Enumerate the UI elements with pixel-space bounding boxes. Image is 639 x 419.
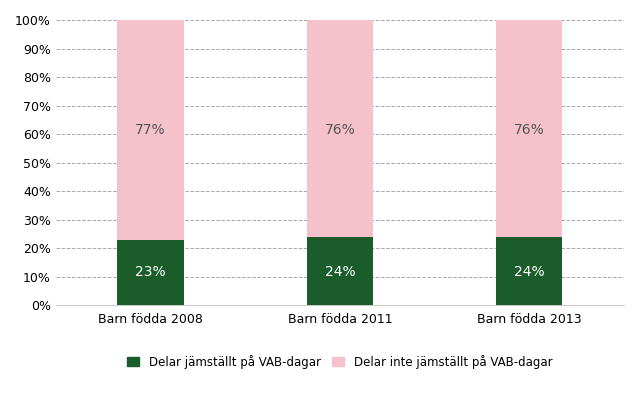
Text: 76%: 76% xyxy=(514,123,544,137)
Text: 23%: 23% xyxy=(135,265,166,279)
Bar xyxy=(496,20,562,237)
Text: 24%: 24% xyxy=(325,265,355,279)
Text: 76%: 76% xyxy=(325,123,355,137)
Text: 24%: 24% xyxy=(514,265,544,279)
Legend: Delar jämställt på VAB-dagar, Delar inte jämställt på VAB-dagar: Delar jämställt på VAB-dagar, Delar inte… xyxy=(123,350,557,373)
Bar xyxy=(307,237,373,305)
Bar xyxy=(496,237,562,305)
Bar xyxy=(118,20,183,240)
Bar xyxy=(118,240,183,305)
Text: 77%: 77% xyxy=(135,123,166,137)
Bar xyxy=(307,20,373,237)
